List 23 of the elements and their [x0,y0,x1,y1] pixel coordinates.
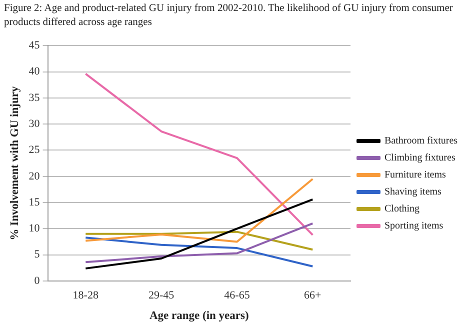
y-tick-label: 40 [28,66,40,78]
y-tick-label: 0 [34,274,40,287]
y-tick-label: 10 [28,222,40,235]
y-tick-label: 35 [28,92,40,104]
y-tick-label: 45 [28,39,40,52]
legend-label: Shaving items [384,186,442,198]
y-tick-label: 25 [28,144,40,156]
legend-label: Bathroom fixtures [384,136,458,147]
legend-label: Sporting items [384,220,444,232]
x-tick-label: 18-28 [72,289,99,302]
legend-label: Climbing fixtures [384,152,456,164]
chart-title: Figure 2: Age and product-related GU injury from 2002-2010. The likelihood of GU injury from consumer products differed across age ranges [4,2,454,30]
x-tick-label: 66+ [304,289,322,302]
x-axis-title: Age range (in years) [149,310,249,322]
y-tick-label: 15 [28,196,40,208]
y-tick-label: 20 [28,170,40,182]
y-axis-title: % Involvement with GU injury [8,86,21,240]
y-tick-label: 30 [28,118,40,130]
legend-label: Clothing [384,204,420,215]
y-tick-label: 5 [34,248,40,261]
legend-label: Furniture items [384,170,446,181]
x-tick-label: 29-45 [148,289,175,302]
x-tick-label: 46-65 [224,289,250,302]
